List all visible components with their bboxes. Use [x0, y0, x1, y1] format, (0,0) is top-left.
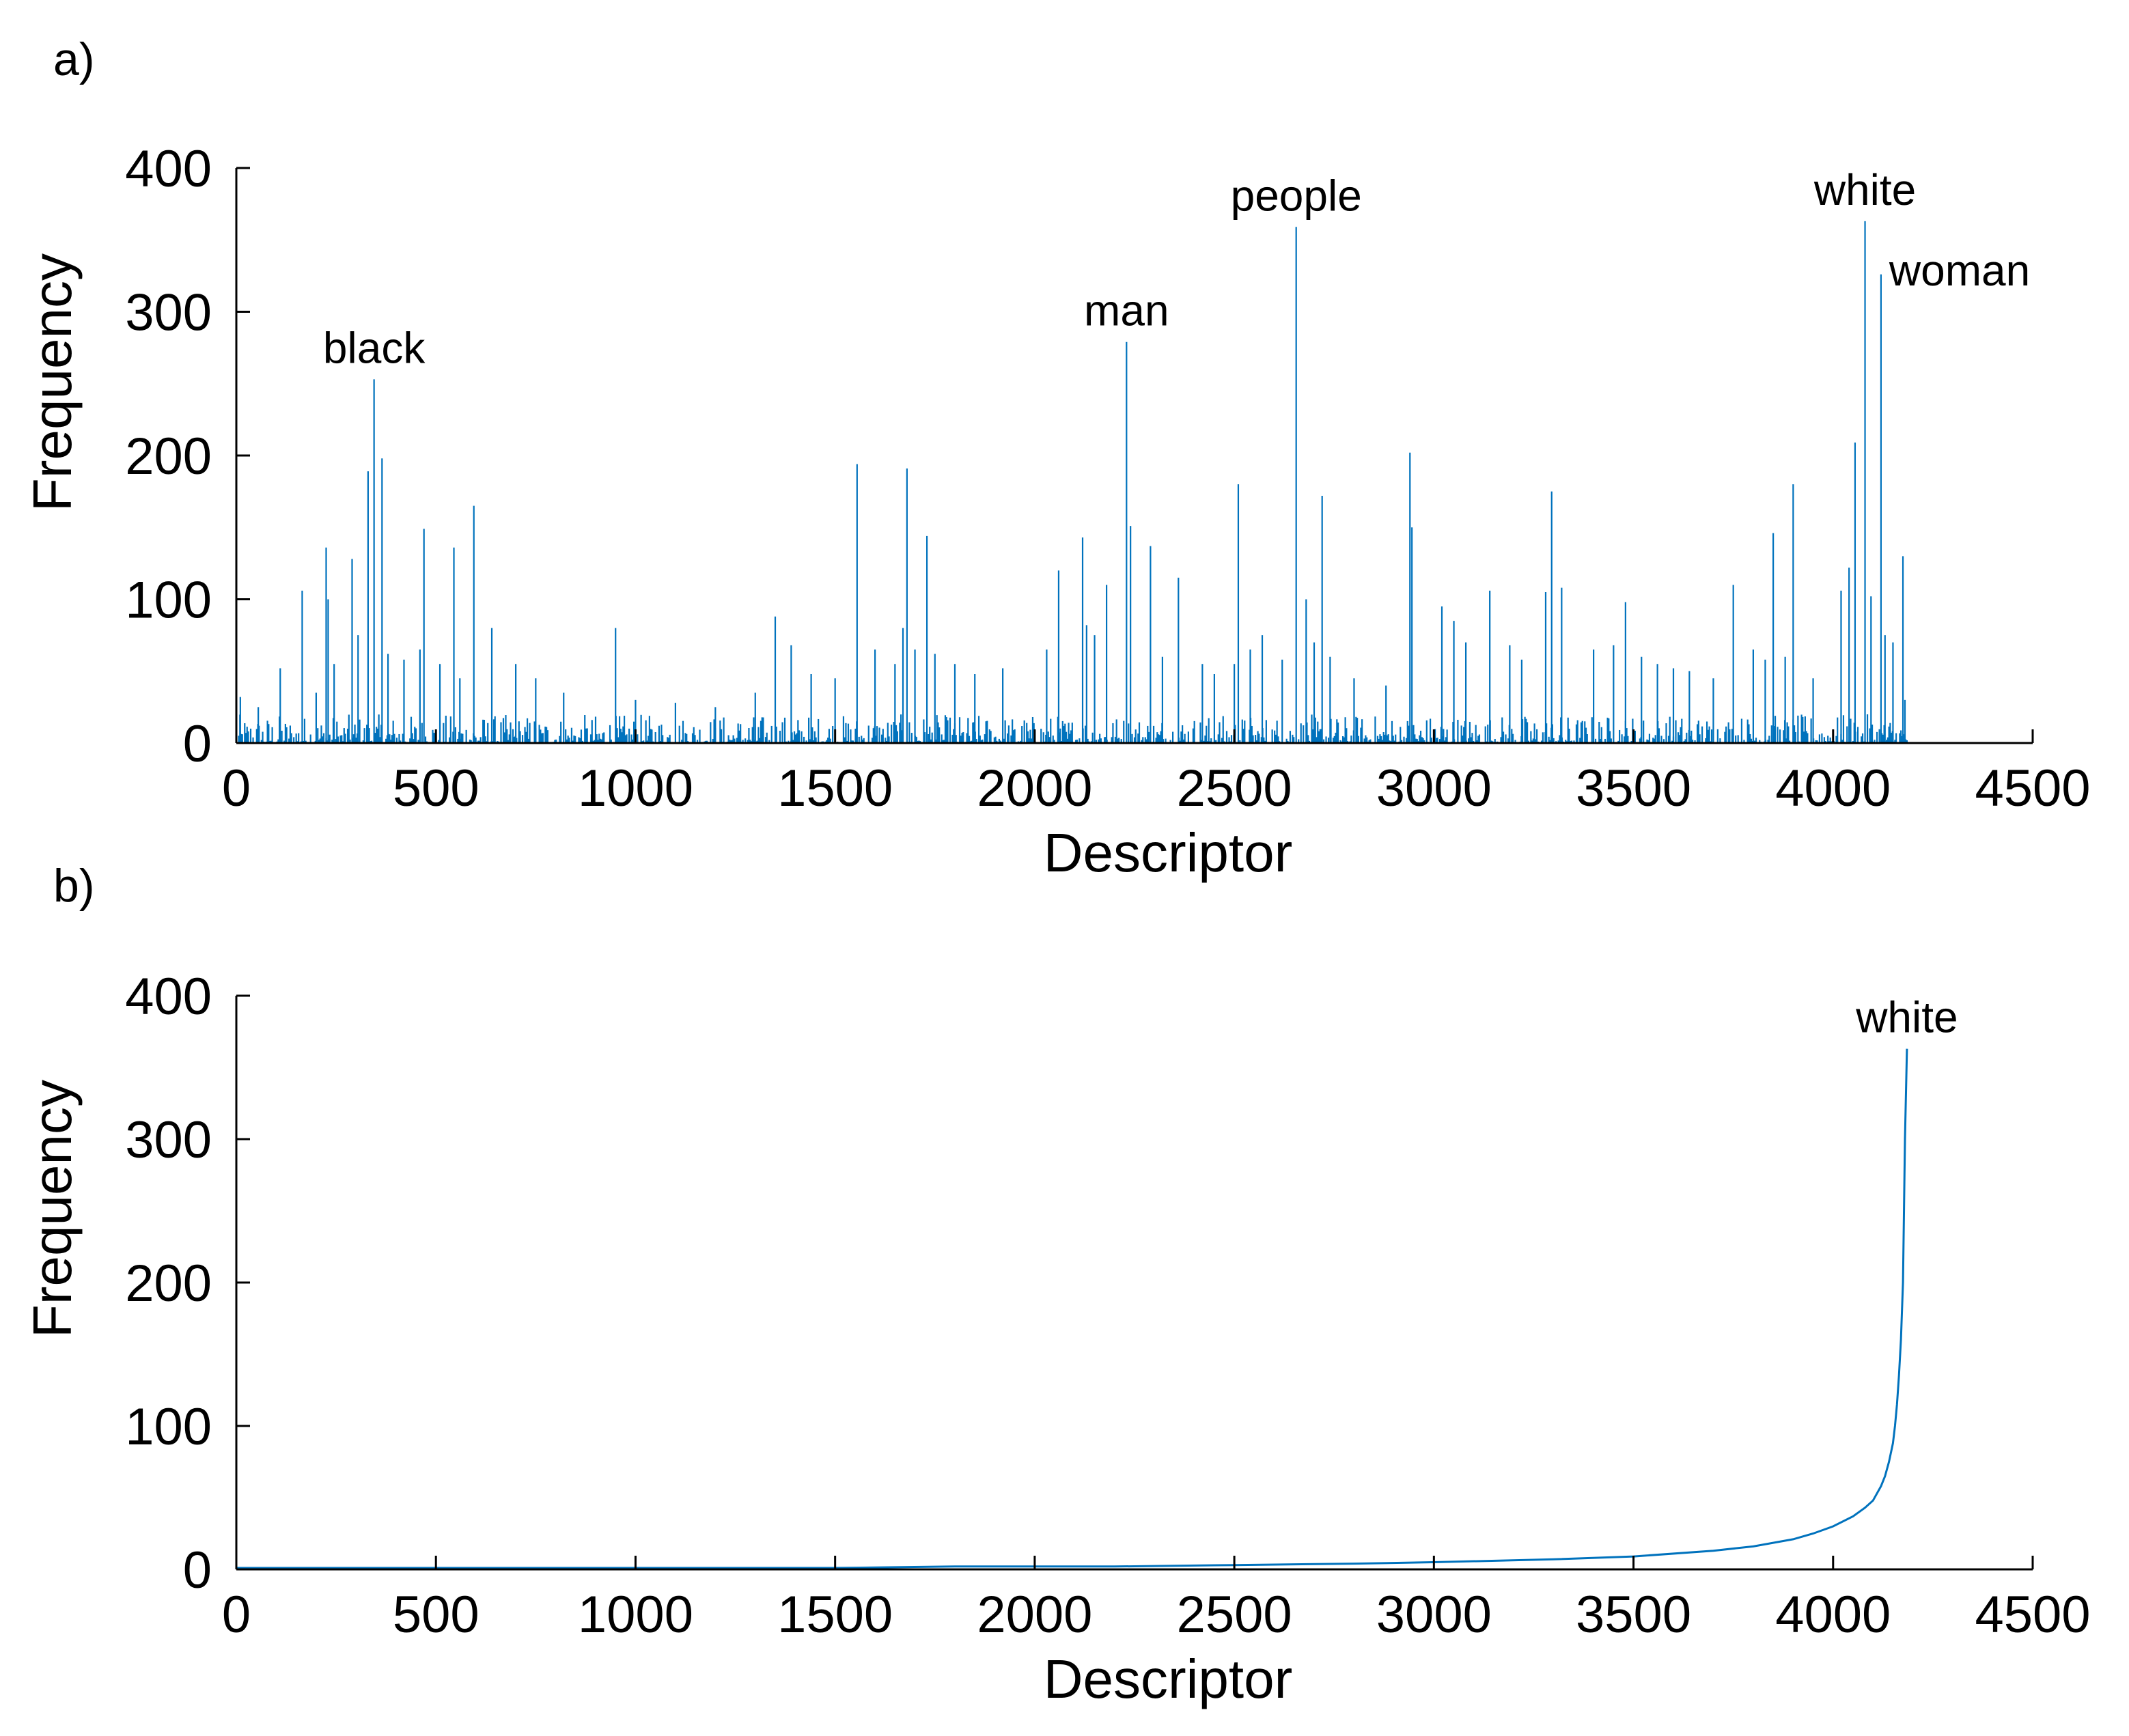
- x-tick-label: 0: [222, 1586, 251, 1644]
- annotation-woman: woman: [1889, 246, 2030, 295]
- annotation-white: white: [1855, 993, 1958, 1042]
- annotation-black: black: [323, 323, 426, 372]
- y-tick-label: 400: [125, 140, 212, 198]
- panel-b-annotations: white: [1855, 993, 1958, 1042]
- panel-a-axes: 0 500 1000 1500 2000 2500 3000 3500 4000 4500 0 100…: [125, 140, 2090, 817]
- y-tick-label: 0: [183, 1541, 212, 1599]
- x-tick-label: 1000: [578, 1586, 693, 1644]
- x-tick-label: 4000: [1775, 759, 1891, 817]
- y-tick-label: 0: [183, 715, 212, 773]
- x-tick-label: 1000: [578, 759, 693, 817]
- x-tick-label: 3500: [1576, 759, 1691, 817]
- sorted-frequency-line: [236, 1048, 1908, 1569]
- panel-b-label: b): [53, 860, 94, 912]
- x-tick-label: 500: [393, 759, 479, 817]
- panel-a-marks: [235, 221, 1908, 743]
- annotation-white: white: [1813, 165, 1916, 214]
- y-tick-label: 100: [125, 1398, 212, 1456]
- x-tick-label: 4500: [1975, 759, 2090, 817]
- y-tick-label: 200: [125, 428, 212, 486]
- x-tick-label: 2500: [1177, 759, 1292, 817]
- x-tick-label: 1500: [777, 1586, 893, 1644]
- x-tick-label: 0: [222, 759, 251, 817]
- y-tick-label: 100: [125, 572, 212, 630]
- x-tick-label: 3000: [1376, 759, 1492, 817]
- y-tick-label: 300: [125, 1111, 212, 1169]
- panel-b-chart: b) Frequency Descriptor 0 500 1000 1500 2000…: [22, 860, 2091, 1709]
- panel-b-y-axis-title: Frequency: [22, 1080, 83, 1338]
- x-tick-label: 3000: [1376, 1586, 1492, 1644]
- panel-b-marks: [236, 1048, 1908, 1569]
- panel-a-label: a): [53, 33, 94, 85]
- panel-a-chart: a) Frequency Descriptor 0 500 1000 1500 2000…: [22, 33, 2091, 883]
- x-tick-label: 4000: [1775, 1586, 1891, 1644]
- annotation-people: people: [1231, 171, 1362, 220]
- x-tick-label: 4500: [1975, 1586, 2090, 1644]
- x-tick-label: 2000: [977, 1586, 1092, 1644]
- panel-a-y-axis-title: Frequency: [22, 253, 83, 512]
- x-tick-label: 2500: [1177, 1586, 1292, 1644]
- panel-a-y-axis-title-group: Frequency: [22, 253, 83, 512]
- panel-a-annotations: black man people white woman: [323, 165, 2030, 373]
- panel-b-y-axis-title-group: Frequency: [22, 1080, 83, 1338]
- panel-a-x-axis-title: Descriptor: [1044, 822, 1293, 883]
- panel-b-x-axis-title: Descriptor: [1044, 1649, 1293, 1709]
- y-tick-label: 200: [125, 1255, 212, 1313]
- x-tick-label: 500: [393, 1586, 479, 1644]
- y-tick-label: 400: [125, 968, 212, 1026]
- x-tick-label: 2000: [977, 759, 1092, 817]
- x-tick-label: 1500: [777, 759, 893, 817]
- y-tick-label: 300: [125, 284, 212, 342]
- x-tick-label: 3500: [1576, 1586, 1691, 1644]
- panel-b-axes: 0 500 1000 1500 2000 2500 3000 3500 4000 4500 0 100…: [125, 968, 2090, 1644]
- annotation-man: man: [1084, 286, 1169, 335]
